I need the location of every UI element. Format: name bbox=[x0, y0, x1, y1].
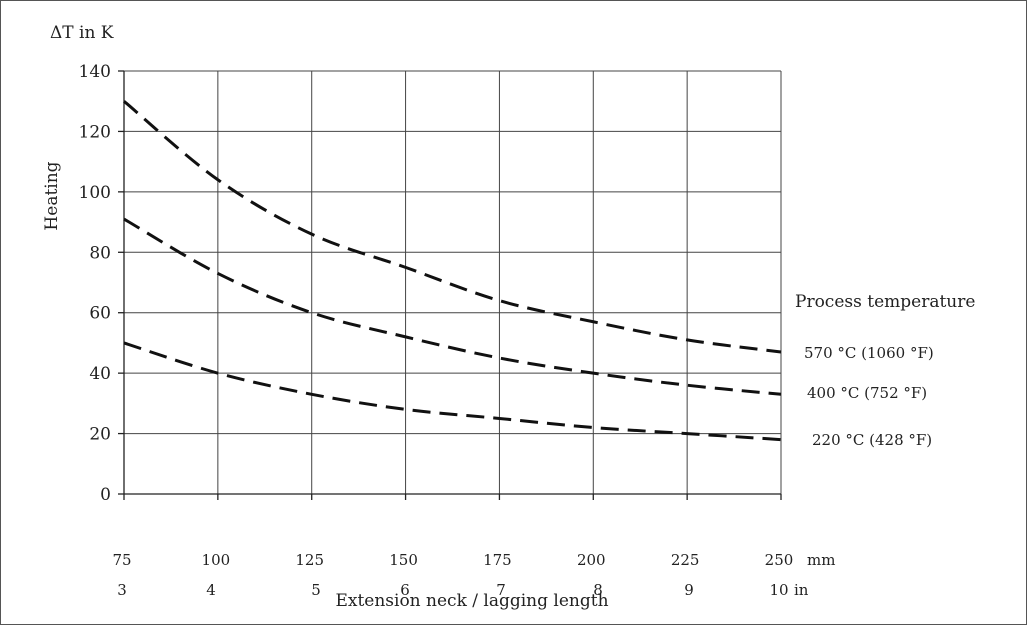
y-tick-label: 140 bbox=[79, 62, 111, 82]
x-tick-label-mm: 250 bbox=[765, 551, 794, 569]
x-tick-label-in: 7 bbox=[496, 581, 506, 599]
series-label: 220 °C (428 °F) bbox=[812, 431, 932, 449]
x-tick-label-in: 8 bbox=[593, 581, 603, 599]
y-tick-label: 20 bbox=[89, 425, 111, 445]
series-400c-curve bbox=[123, 217, 782, 396]
series-label: 400 °C (752 °F) bbox=[807, 384, 927, 402]
y-tick-label: 0 bbox=[100, 485, 111, 505]
x-tick-label-mm: 125 bbox=[295, 551, 324, 569]
x-tick-label-in: 9 bbox=[684, 581, 694, 599]
x-tick-label-in: 4 bbox=[206, 581, 216, 599]
series-220c-curve bbox=[123, 341, 782, 442]
series-label: 570 °C (1060 °F) bbox=[804, 344, 934, 362]
y-tick-label: 100 bbox=[79, 183, 111, 203]
x-tick-label-mm: 225 bbox=[671, 551, 700, 569]
legend-title: Process temperature bbox=[795, 292, 975, 312]
x-tick-label-in: 10 bbox=[769, 581, 788, 599]
x-tick-label-in: 5 bbox=[311, 581, 321, 599]
x-unit-in: in bbox=[794, 581, 809, 599]
x-tick-label-in: 3 bbox=[117, 581, 127, 599]
y-tick-label: 60 bbox=[89, 304, 111, 324]
y-axis-label: Heating bbox=[42, 161, 62, 230]
x-tick-label-mm: 100 bbox=[202, 551, 231, 569]
series-curves bbox=[123, 100, 782, 442]
x-tick-label-mm: 75 bbox=[112, 551, 131, 569]
x-unit-mm: mm bbox=[807, 551, 835, 569]
x-tick-label-in: 6 bbox=[400, 581, 410, 599]
x-tick-label-mm: 175 bbox=[483, 551, 512, 569]
grid bbox=[118, 70, 782, 500]
y-tick-label: 80 bbox=[89, 243, 111, 263]
series-570c-curve bbox=[123, 100, 782, 354]
y-tick-label: 120 bbox=[79, 122, 111, 142]
x-tick-label-mm: 200 bbox=[577, 551, 606, 569]
labels: ΔT in K Heating Extension neck / lagging… bbox=[42, 23, 975, 611]
x-axis-label: Extension neck / lagging length bbox=[335, 591, 608, 611]
x-tick-label-mm: 150 bbox=[389, 551, 418, 569]
y-unit-label: ΔT in K bbox=[50, 23, 114, 43]
y-tick-label: 40 bbox=[89, 364, 111, 384]
